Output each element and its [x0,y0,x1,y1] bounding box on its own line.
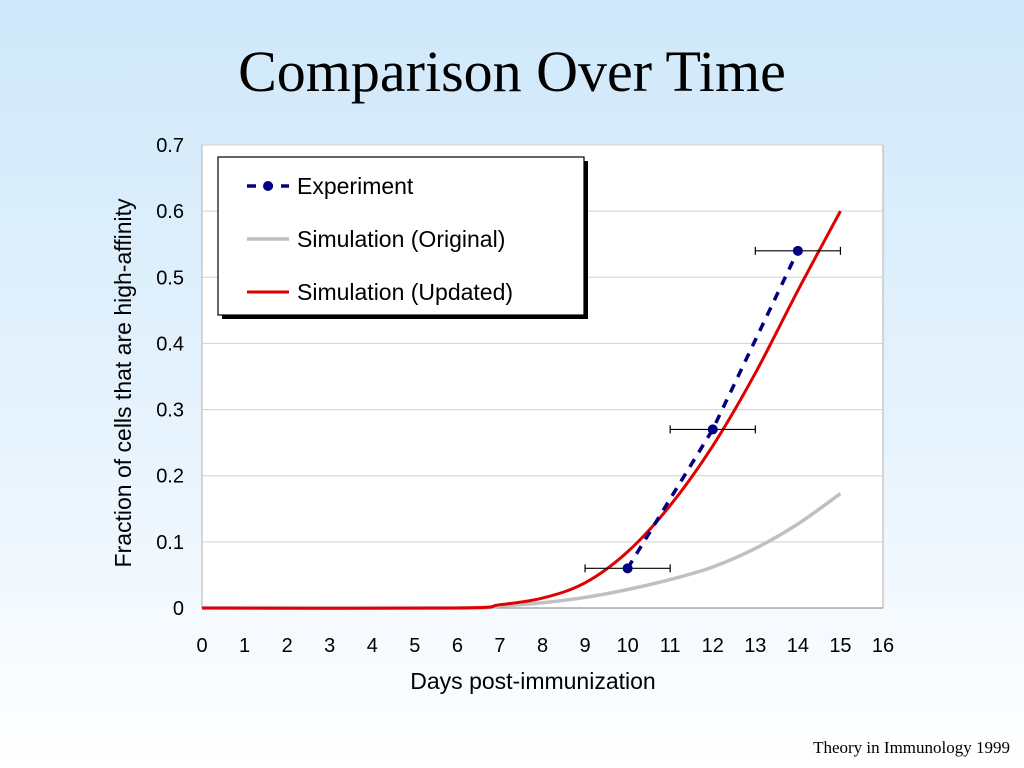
data-point-experiment [707,424,718,435]
footer-citation: Theory in Immunology 1999 [813,738,1010,757]
x-tick-label: 7 [494,635,505,657]
x-tick-label: 4 [367,635,378,657]
x-axis-label: Days post-immunization [410,668,655,694]
x-tick-label: 14 [787,635,809,657]
data-point-experiment [622,563,633,574]
y-tick-label: 0.1 [156,532,184,554]
x-tick-label: 13 [744,635,766,657]
slide-title: Comparison Over Time [238,39,786,104]
x-tick-label: 3 [324,635,335,657]
x-tick-label: 16 [872,635,894,657]
x-tick-label: 12 [702,635,724,657]
y-tick-label: 0.5 [156,267,184,289]
data-point-experiment [792,245,803,256]
legend-marker-experiment [263,181,273,191]
x-tick-label: 8 [537,635,548,657]
legend-box [217,156,585,316]
y-tick-label: 0.3 [156,400,184,422]
x-tick-label: 9 [580,635,591,657]
x-tick-label: 5 [409,635,420,657]
y-axis-label: Fraction of cells that are high-affinity [110,198,136,568]
y-tick-label: 0.7 [156,135,184,157]
y-tick-label: 0 [173,598,184,620]
x-tick-label: 6 [452,635,463,657]
series-line-experiment [626,250,800,570]
y-tick-label: 0.6 [156,201,184,223]
x-tick-label: 10 [617,635,639,657]
x-tick-label: 15 [829,635,851,657]
series-line-simulation-updated [201,210,842,610]
x-tick-label: 1 [239,635,250,657]
y-tick-label: 0.4 [156,333,184,355]
legend-label: Simulation (Original) [297,226,505,252]
x-tick-label: 0 [196,635,207,657]
x-tick-label: 11 [660,635,681,657]
legend-label: Simulation (Updated) [297,279,513,305]
x-tick-label: 2 [282,635,293,657]
y-tick-label: 0.2 [156,466,184,488]
legend-label: Experiment [297,173,414,199]
